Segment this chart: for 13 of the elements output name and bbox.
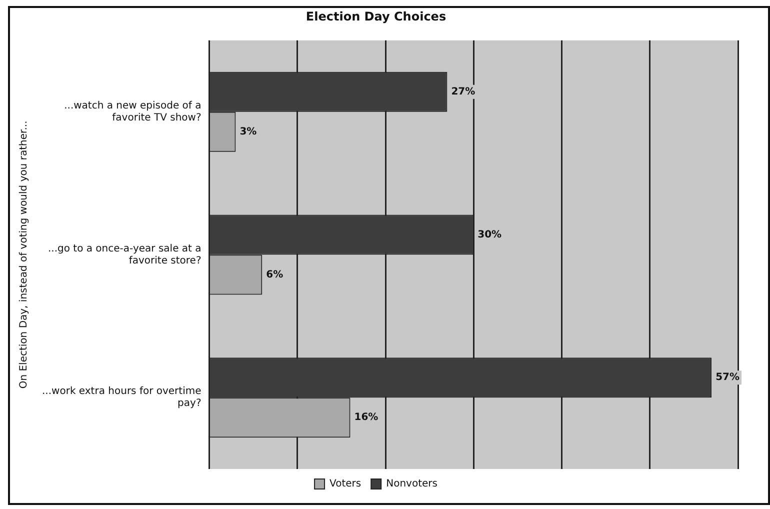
data-label: 30%: [478, 229, 502, 240]
y-axis-title: On Election Day, instead of voting would you rather...: [18, 120, 30, 389]
y-tick-label: ...work extra hours for overtime pay?: [42, 386, 202, 410]
legend-label: Voters: [330, 478, 362, 490]
data-label: 6%: [266, 269, 284, 280]
y-tick-label: ...go to a once-a-year sale at a favorite store?: [48, 243, 202, 266]
chart-title: Election Day Choices: [306, 9, 446, 24]
data-label: 16%: [354, 412, 378, 424]
data-label: 57%: [716, 372, 740, 384]
data-label: 27%: [451, 86, 476, 98]
data-label: 3%: [240, 126, 257, 138]
y-tick-label: ...watch a new episode of a favorite TV show?: [64, 100, 202, 124]
legend-label: Nonvoters: [386, 478, 438, 490]
